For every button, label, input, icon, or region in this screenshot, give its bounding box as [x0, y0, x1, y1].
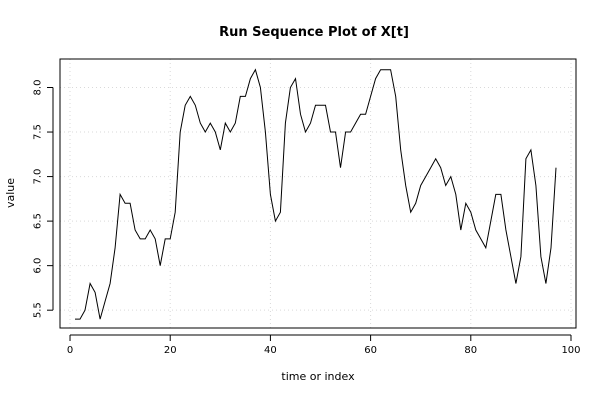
grid-lines: [60, 59, 576, 328]
y-tick-label-5: 8.0: [33, 80, 44, 96]
x-axis-label: time or index: [281, 370, 355, 383]
chart-title: Run Sequence Plot of X[t]: [219, 25, 409, 40]
y-axis: 5.5 6.0 6.5 7.0 7.5 8.0: [33, 80, 54, 318]
y-tick-label-4: 7.5: [33, 124, 44, 140]
x-tick-label-4: 80: [464, 345, 477, 356]
y-axis-label: value: [4, 178, 17, 208]
y-tick-label-2: 6.5: [33, 213, 44, 229]
x-tick-label-3: 60: [364, 345, 377, 356]
y-tick-label-3: 7.0: [33, 169, 44, 185]
x-tick-label-5: 100: [561, 345, 580, 356]
x-tick-label-0: 0: [67, 345, 73, 356]
x-tick-label-1: 20: [164, 345, 177, 356]
x-tick-label-2: 40: [264, 345, 277, 356]
plot-frame: [59, 58, 577, 329]
x-axis: 0 20 40 60 80 100: [67, 334, 581, 356]
series-line: [75, 68, 557, 320]
y-tick-label-0: 5.5: [33, 302, 44, 318]
y-tick-label-1: 6.0: [33, 258, 44, 274]
